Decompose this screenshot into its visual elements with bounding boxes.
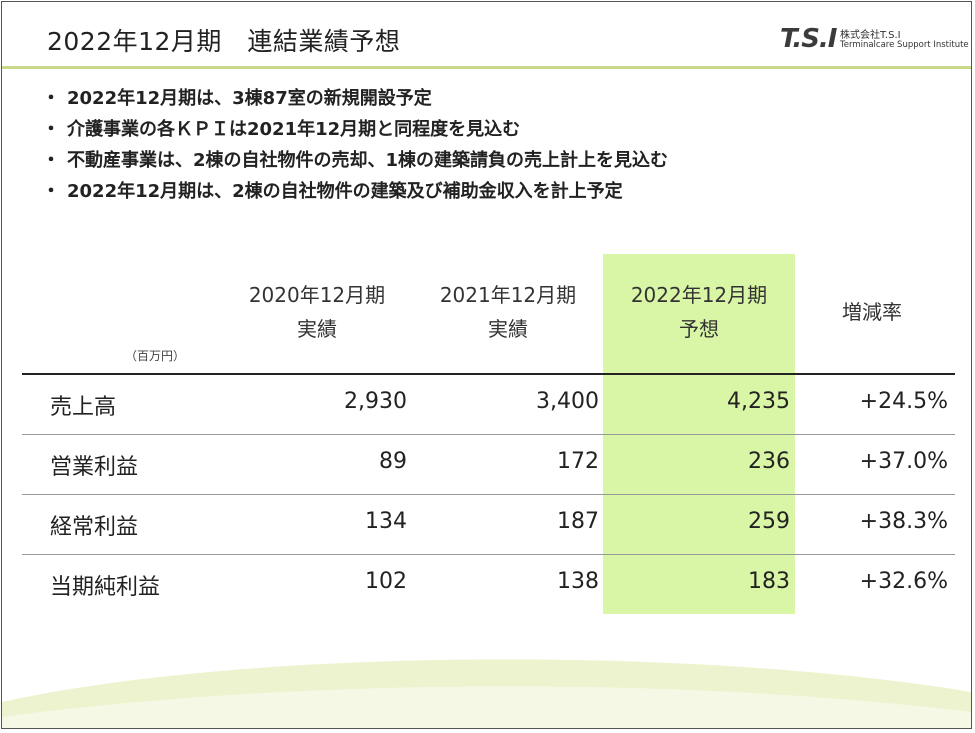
- bullet-mark: ・: [42, 119, 60, 140]
- column-header-line: 2022年12月期: [630, 283, 768, 307]
- bullet-item: ・ 2022年12月期は、3棟87室の新規開設予定: [42, 87, 668, 118]
- column-header-line: 実績: [488, 317, 528, 341]
- bullet-text: 不動産事業は、2棟の自社物件の売却、1棟の建築請負の売上計上を見込む: [67, 150, 669, 171]
- cell-2021: 138: [557, 569, 599, 594]
- table-row: 営業利益 89 172 236 +37.0%: [22, 435, 955, 495]
- cell-2022: 259: [748, 509, 790, 534]
- footer-wave-decoration: [2, 659, 971, 728]
- cell-growth: +38.3%: [859, 509, 948, 534]
- cell-2020: 134: [365, 509, 407, 534]
- column-header-line: 実績: [297, 317, 337, 341]
- column-header-line: 予想: [679, 317, 719, 341]
- cell-growth: +37.0%: [859, 449, 948, 474]
- column-header-2021: 2021年12月期 実績: [413, 278, 603, 346]
- column-header-2022: 2022年12月期 予想: [604, 278, 794, 346]
- page-title: 2022年12月期 連結業績予想: [47, 27, 401, 56]
- unit-label: （百万円）: [125, 349, 186, 363]
- company-logo: T.S.I 株式会社T.S.I Terminalcare Support Ins…: [780, 24, 969, 54]
- bullet-mark: ・: [42, 88, 60, 109]
- column-header-growth: 増減率: [842, 300, 902, 324]
- table-row: 売上高 2,930 3,400 4,235 +24.5%: [22, 375, 955, 435]
- bullet-text: 介護事業の各ＫＰＩは2021年12月期と同程度を見込む: [67, 119, 521, 140]
- cell-2020: 102: [365, 569, 407, 594]
- bullet-item: ・不動産事業は、2棟の自社物件の売却、1棟の建築請負の売上計上を見込む: [42, 149, 668, 180]
- row-divider: [22, 494, 955, 495]
- cell-growth: +32.6%: [859, 569, 948, 594]
- header-divider: [2, 66, 971, 69]
- cell-2021: 3,400: [536, 389, 599, 414]
- cell-2021: 187: [557, 509, 599, 534]
- table-row: 経常利益 134 187 259 +38.3%: [22, 495, 955, 555]
- cell-2022: 4,235: [727, 389, 790, 414]
- row-label: 当期純利益: [50, 575, 161, 600]
- row-label: 経常利益: [50, 515, 139, 540]
- logo-tagline: Terminalcare Support Institute: [840, 40, 969, 50]
- bullet-item: ・介護事業の各ＫＰＩは2021年12月期と同程度を見込む: [42, 118, 668, 149]
- cell-growth: +24.5%: [859, 389, 948, 414]
- table-row: 当期純利益 102 138 183 +32.6%: [22, 555, 955, 615]
- cell-2022: 183: [748, 569, 790, 594]
- row-divider: [22, 434, 955, 435]
- slide-header: 2022年12月期 連結業績予想 T.S.I 株式会社T.S.I Termina…: [2, 2, 971, 66]
- logo-mark: T.S.I: [780, 24, 837, 54]
- bullet-text: 2022年12月期は、2棟の自社物件の建築及び補助金収入を計上予定: [67, 181, 623, 202]
- bullet-mark: ・: [42, 150, 60, 171]
- row-label: 営業利益: [50, 455, 139, 480]
- row-label: 売上高: [50, 395, 117, 420]
- cell-2020: 2,930: [344, 389, 407, 414]
- bullet-text: 2022年12月期は、3棟87室の新規開設予定: [67, 88, 432, 109]
- logo-company-name: 株式会社T.S.I: [840, 30, 901, 41]
- column-header-line: 2020年12月期: [248, 283, 386, 307]
- bullet-list: ・ 2022年12月期は、3棟87室の新規開設予定 ・介護事業の各ＫＰＩは2021…: [42, 87, 668, 211]
- column-header-line: 2021年12月期: [439, 283, 577, 307]
- table-header-rule: [22, 373, 955, 375]
- column-header-2020: 2020年12月期 実績: [222, 278, 412, 346]
- cell-2020: 89: [379, 449, 407, 474]
- cell-2021: 172: [557, 449, 599, 474]
- row-divider: [22, 554, 955, 555]
- bullet-mark: ・: [42, 181, 60, 202]
- cell-2022: 236: [748, 449, 790, 474]
- bullet-item: ・ 2022年12月期は、2棟の自社物件の建築及び補助金収入を計上予定: [42, 180, 668, 211]
